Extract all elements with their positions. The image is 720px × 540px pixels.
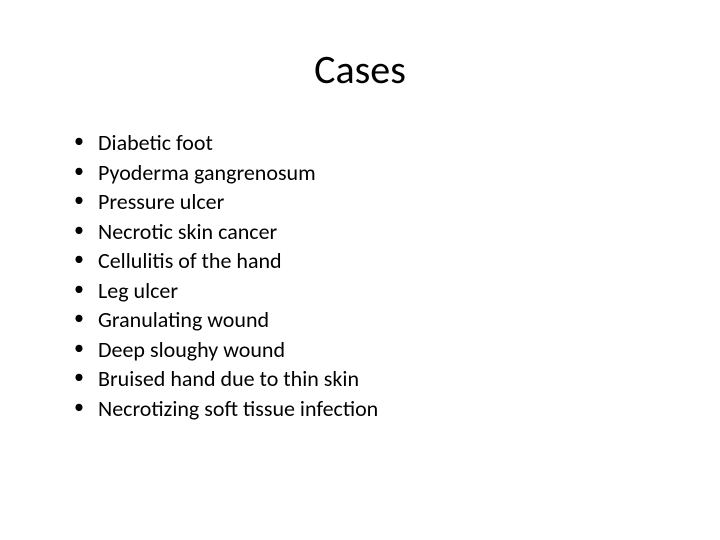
list-item: Cellulitis of the hand	[70, 247, 660, 275]
list-item: Pyoderma gangrenosum	[70, 159, 660, 187]
bullet-list: Diabetic foot Pyoderma gangrenosum Press…	[60, 129, 660, 422]
list-item: Bruised hand due to thin skin	[70, 365, 660, 393]
slide-container: Cases Diabetic foot Pyoderma gangrenosum…	[0, 0, 720, 540]
list-item: Necrotic skin cancer	[70, 218, 660, 246]
list-item: Granulating wound	[70, 306, 660, 334]
list-item: Pressure ulcer	[70, 188, 660, 216]
list-item: Diabetic foot	[70, 129, 660, 157]
list-item: Leg ulcer	[70, 277, 660, 305]
slide-title: Cases	[60, 45, 660, 94]
list-item: Necrotizing soft tissue infection	[70, 395, 660, 423]
list-item: Deep sloughy wound	[70, 336, 660, 364]
